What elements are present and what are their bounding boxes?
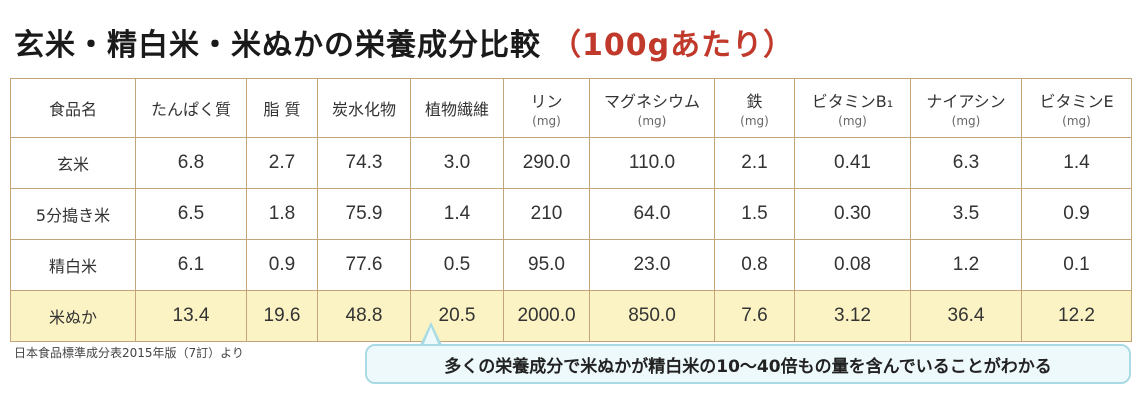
- table-cell: 0.5: [410, 239, 504, 291]
- table-cell: 0.1: [1021, 239, 1132, 291]
- header-food-name: 食品名: [10, 78, 136, 138]
- unit-label: (mg): [532, 114, 561, 128]
- row-label: 5分搗き米: [10, 188, 136, 240]
- nutrition-table: 食品名 たんぱく質 脂 質 炭水化物 植物繊維 リン (mg) マグネシウム (mg…: [10, 78, 1132, 342]
- table-cell: 110.0: [589, 137, 715, 189]
- table-cell: 210: [503, 188, 590, 240]
- header-fat: 脂 質: [246, 78, 318, 138]
- unit-label: (mg): [637, 114, 667, 128]
- table-cell: 48.8: [317, 290, 411, 342]
- unit-label: (mg): [1062, 114, 1091, 128]
- table-cell: 95.0: [503, 239, 590, 291]
- table-cell: 36.4: [910, 290, 1022, 342]
- unit-label: (mg): [838, 114, 867, 128]
- table-header-row: 食品名 たんぱく質 脂 質 炭水化物 植物繊維 リン (mg) マグネシウム (mg…: [10, 78, 1132, 138]
- table-cell: 74.3: [317, 137, 411, 189]
- header-vitamin-e: ビタミンE (mg): [1021, 78, 1132, 138]
- table-cell: 1.4: [1021, 137, 1132, 189]
- table-cell: 19.6: [246, 290, 318, 342]
- header-dietary-fiber: 植物繊維: [410, 78, 504, 138]
- header-magnesium: マグネシウム (mg): [589, 78, 715, 138]
- callout-box: 多くの栄養成分で米ぬかが精白米の10〜40倍もの量を含んでいることがわかる: [365, 344, 1131, 384]
- table-cell: 2.1: [714, 137, 795, 189]
- table-cell: 12.2: [1021, 290, 1132, 342]
- header-carbohydrate: 炭水化物: [317, 78, 411, 138]
- table-cell: 0.9: [1021, 188, 1132, 240]
- table-cell: 2000.0: [503, 290, 590, 342]
- table-cell: 64.0: [589, 188, 715, 240]
- table-cell: 6.5: [135, 188, 247, 240]
- row-label: 精白米: [10, 239, 136, 291]
- table-cell: 6.8: [135, 137, 247, 189]
- table-cell: 7.6: [714, 290, 795, 342]
- unit-label: (mg): [951, 114, 981, 128]
- header-phosphorus: リン (mg): [503, 78, 590, 138]
- header-protein: たんぱく質: [135, 78, 247, 138]
- table-cell: 1.5: [714, 188, 795, 240]
- unit-label: (mg): [740, 114, 769, 128]
- table-cell: 2.7: [246, 137, 318, 189]
- table-row-half-milled-rice: 5分搗き米 6.5 1.8 75.9 1.4 210 64.0 1.5 0.30…: [10, 188, 1132, 240]
- table-cell: 0.8: [714, 239, 795, 291]
- page-title: 玄米・精白米・米ぬかの栄養成分比較 （100gあたり）: [14, 20, 794, 64]
- table-cell: 3.0: [410, 137, 504, 189]
- table-row-brown-rice: 玄米 6.8 2.7 74.3 3.0 290.0 110.0 2.1 0.41…: [10, 137, 1132, 189]
- table-cell: 77.6: [317, 239, 411, 291]
- title-main: 玄米・精白米・米ぬかの栄養成分比較: [14, 28, 541, 63]
- table-cell: 13.4: [135, 290, 247, 342]
- table-cell: 1.4: [410, 188, 504, 240]
- header-vitamin-b1: ビタミンB₁ (mg): [794, 78, 911, 138]
- row-label: 玄米: [10, 137, 136, 189]
- callout-pointer-fill: [423, 327, 439, 346]
- header-iron: 鉄 (mg): [714, 78, 795, 138]
- row-label: 米ぬか: [10, 290, 136, 342]
- source-note: 日本食品標準成分表2015年版（7訂）より: [14, 346, 244, 360]
- table-cell: 23.0: [589, 239, 715, 291]
- table-cell: 0.30: [794, 188, 911, 240]
- table-cell: 0.41: [794, 137, 911, 189]
- table-cell: 0.9: [246, 239, 318, 291]
- table-cell: 1.8: [246, 188, 318, 240]
- table-cell: 6.1: [135, 239, 247, 291]
- table-row-rice-bran: 米ぬか 13.4 19.6 48.8 20.5 2000.0 850.0 7.6…: [10, 290, 1132, 342]
- table-cell: 0.08: [794, 239, 911, 291]
- table-cell: 6.3: [910, 137, 1022, 189]
- header-niacin: ナイアシン (mg): [910, 78, 1022, 138]
- callout-text: 多くの栄養成分で米ぬかが精白米の10〜40倍もの量を含んでいることがわかる: [444, 356, 1052, 377]
- table-cell: 75.9: [317, 188, 411, 240]
- table-cell: 290.0: [503, 137, 590, 189]
- table-cell: 1.2: [910, 239, 1022, 291]
- title-sub: （100gあたり）: [551, 28, 795, 63]
- table-row-white-rice: 精白米 6.1 0.9 77.6 0.5 95.0 23.0 0.8 0.08 …: [10, 239, 1132, 291]
- table-cell: 850.0: [589, 290, 715, 342]
- table-cell: 3.12: [794, 290, 911, 342]
- table-cell: 3.5: [910, 188, 1022, 240]
